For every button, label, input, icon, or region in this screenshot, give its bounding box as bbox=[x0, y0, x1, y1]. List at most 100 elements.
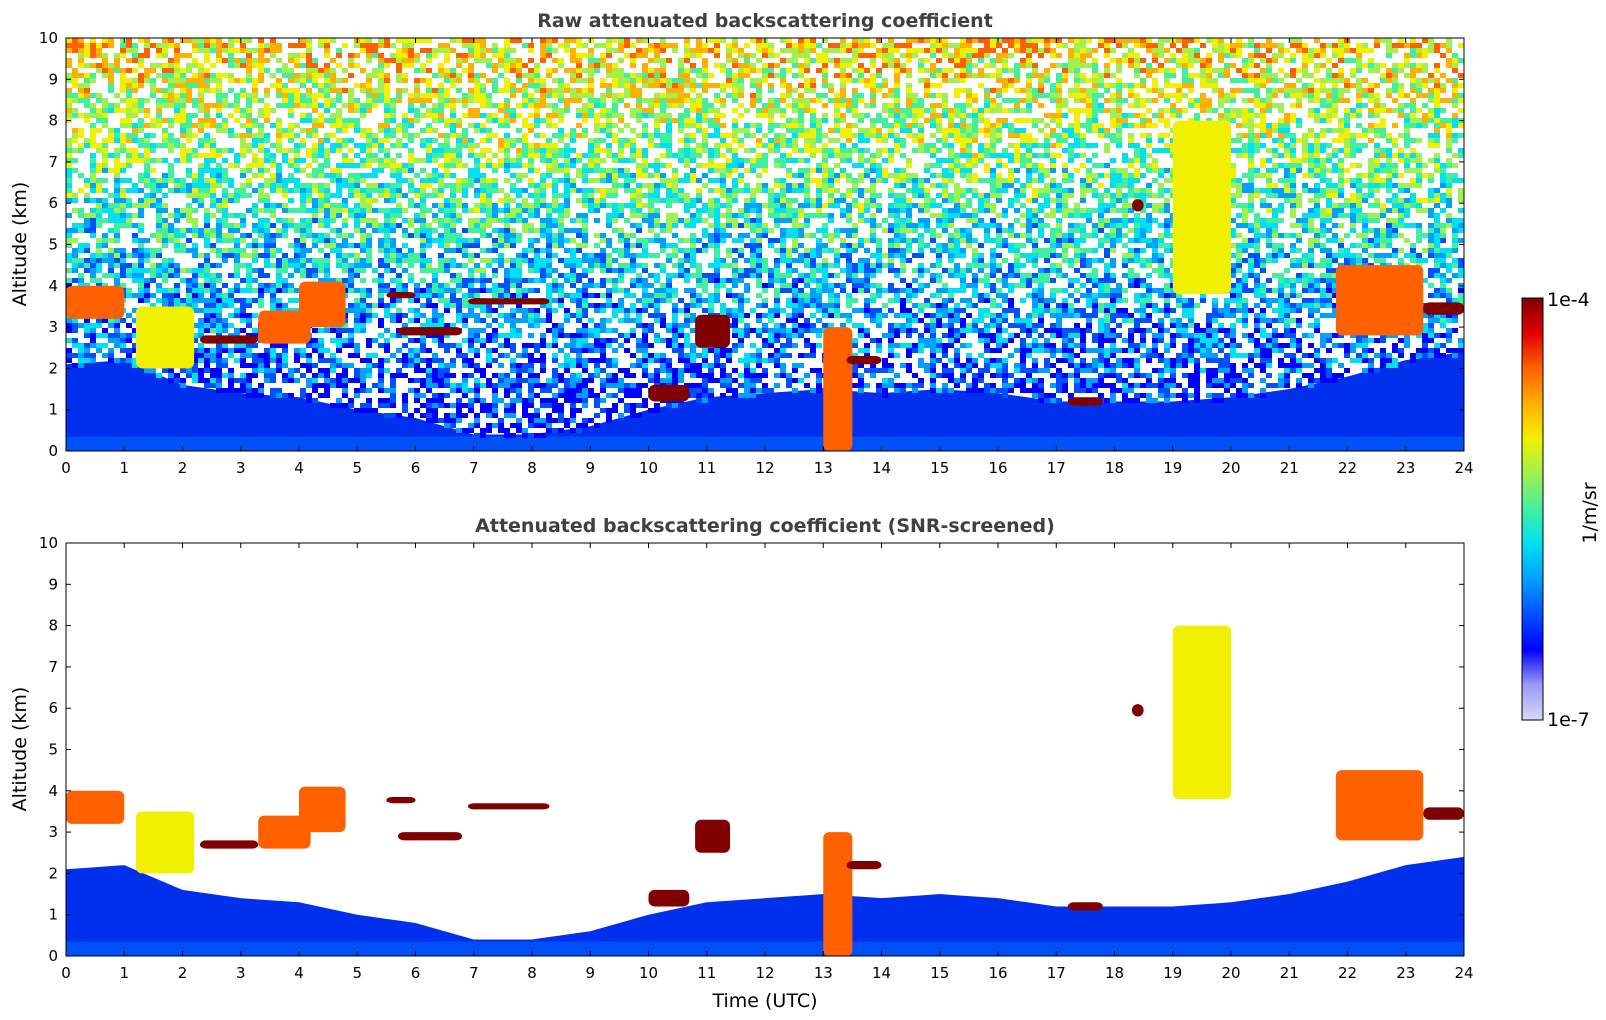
x-tick-label: 1 bbox=[119, 964, 129, 982]
cloud-layer bbox=[648, 889, 690, 907]
x-tick-label: 17 bbox=[1047, 459, 1066, 477]
cloud-layer bbox=[135, 306, 195, 369]
y-tick-label: 3 bbox=[48, 318, 58, 336]
raw-y-ticks: 0 1 2 3 4 5 6 7 8 9 10 bbox=[39, 29, 1464, 460]
y-tick-label: 2 bbox=[48, 359, 58, 377]
y-tick-label: 9 bbox=[48, 575, 58, 593]
y-tick-label: 7 bbox=[48, 658, 58, 676]
colorbar-min-label: 1e-7 bbox=[1547, 709, 1590, 731]
x-tick-label: 22 bbox=[1338, 459, 1357, 477]
y-tick-label: 6 bbox=[48, 699, 58, 717]
x-tick-label: 12 bbox=[755, 964, 774, 982]
y-tick-label: 5 bbox=[48, 236, 58, 254]
screened-x-ticks: 0 1 2 3 4 5 6 7 8 9 10 11 12 13 14 15 16 17 18 19 20 21 22 23 24 bbox=[61, 543, 1474, 982]
cloud-layer bbox=[695, 314, 731, 348]
x-tick-label: 23 bbox=[1396, 964, 1415, 982]
cloud-layer bbox=[1067, 397, 1103, 406]
y-tick-label: 8 bbox=[48, 112, 58, 130]
x-tick-label: 9 bbox=[585, 459, 595, 477]
cloud-layer bbox=[199, 840, 259, 849]
cloud-layer bbox=[258, 310, 311, 344]
x-tick-label: 8 bbox=[527, 964, 537, 982]
x-tick-label: 3 bbox=[236, 459, 246, 477]
raw-y-axis-label: Altitude (km) bbox=[9, 182, 31, 307]
cloud-layer bbox=[1423, 807, 1464, 820]
screened-y-axis-label: Altitude (km) bbox=[9, 687, 31, 812]
x-tick-label: 4 bbox=[294, 964, 304, 982]
y-tick-label: 9 bbox=[48, 70, 58, 88]
cloud-layer bbox=[1131, 199, 1144, 212]
cloud-layer bbox=[299, 281, 346, 328]
x-tick-label: 0 bbox=[61, 459, 71, 477]
raw-x-ticks: 0 1 2 3 4 5 6 7 8 9 10 11 12 13 14 15 16 17 18 19 20 21 22 23 24 bbox=[61, 38, 1474, 477]
y-tick-label: 4 bbox=[48, 782, 58, 800]
x-tick-label: 11 bbox=[697, 459, 716, 477]
x-tick-label: 18 bbox=[1105, 964, 1124, 982]
x-tick-label: 19 bbox=[1163, 964, 1182, 982]
cloud-layer bbox=[1131, 704, 1144, 717]
cloud-layer bbox=[199, 335, 259, 344]
x-tick-label: 15 bbox=[930, 964, 949, 982]
cloud-layer bbox=[1335, 265, 1424, 336]
cloud-layer bbox=[846, 356, 882, 365]
screened-heatmap bbox=[66, 543, 1464, 956]
cloud-layer bbox=[1067, 902, 1103, 911]
y-tick-label: 6 bbox=[48, 194, 58, 212]
y-tick-label: 1 bbox=[48, 401, 58, 419]
cloud-layer bbox=[467, 803, 550, 810]
x-tick-label: 21 bbox=[1280, 459, 1299, 477]
cloud-layer bbox=[398, 832, 463, 841]
x-tick-label: 2 bbox=[178, 964, 188, 982]
x-tick-label: 17 bbox=[1047, 964, 1066, 982]
y-tick-label: 4 bbox=[48, 277, 58, 295]
y-tick-label: 10 bbox=[39, 29, 58, 47]
screened-backscatter-panel: Attenuated backscattering coefficient (S… bbox=[9, 515, 1474, 1012]
cloud-layer bbox=[648, 384, 690, 402]
x-tick-label: 12 bbox=[755, 459, 774, 477]
cloud-layer bbox=[1423, 302, 1464, 315]
cloud-layer bbox=[386, 291, 416, 299]
cloud-layer bbox=[823, 832, 853, 956]
x-tick-label: 7 bbox=[469, 459, 479, 477]
x-tick-label: 4 bbox=[294, 459, 304, 477]
cloud-layer bbox=[695, 819, 731, 853]
raw-backscatter-panel: Raw attenuated backscattering coefficien… bbox=[9, 10, 1474, 477]
y-tick-label: 0 bbox=[48, 947, 58, 965]
cloud-layer bbox=[398, 327, 463, 336]
x-tick-label: 14 bbox=[872, 964, 891, 982]
colorbar: 1e-4 1e-7 1/m/sr bbox=[1521, 289, 1601, 731]
cloud-layer bbox=[823, 327, 853, 451]
x-tick-label: 13 bbox=[814, 459, 833, 477]
x-tick-label: 19 bbox=[1163, 459, 1182, 477]
y-tick-label: 2 bbox=[48, 864, 58, 882]
cloud-layer bbox=[386, 796, 416, 804]
x-tick-label: 24 bbox=[1454, 964, 1473, 982]
x-tick-label: 6 bbox=[411, 964, 421, 982]
cloud-layer bbox=[299, 786, 346, 833]
y-tick-label: 10 bbox=[39, 534, 58, 552]
x-tick-label: 5 bbox=[352, 459, 362, 477]
x-tick-label: 9 bbox=[585, 964, 595, 982]
cloud-layer bbox=[846, 861, 882, 870]
x-tick-label: 0 bbox=[61, 964, 71, 982]
x-tick-label: 10 bbox=[639, 964, 658, 982]
colorbar-max-label: 1e-4 bbox=[1547, 289, 1590, 311]
x-tick-label: 13 bbox=[814, 964, 833, 982]
plot-background bbox=[66, 543, 1464, 956]
cloud-layer bbox=[467, 298, 550, 305]
boundary-layer bbox=[66, 351, 1464, 451]
panel-title-screened: Attenuated backscattering coefficient (S… bbox=[475, 515, 1055, 537]
noise-speckle bbox=[66, 38, 1464, 438]
x-axis-label: Time (UTC) bbox=[711, 990, 817, 1012]
x-tick-label: 8 bbox=[527, 459, 537, 477]
y-tick-label: 0 bbox=[48, 442, 58, 460]
y-tick-label: 7 bbox=[48, 153, 58, 171]
colorbar-unit-label: 1/m/sr bbox=[1579, 482, 1601, 543]
x-tick-label: 6 bbox=[411, 459, 421, 477]
x-tick-label: 23 bbox=[1396, 459, 1415, 477]
x-tick-label: 16 bbox=[988, 964, 1007, 982]
y-tick-label: 8 bbox=[48, 617, 58, 635]
x-tick-label: 20 bbox=[1221, 964, 1240, 982]
cloud-layer bbox=[1172, 625, 1231, 800]
